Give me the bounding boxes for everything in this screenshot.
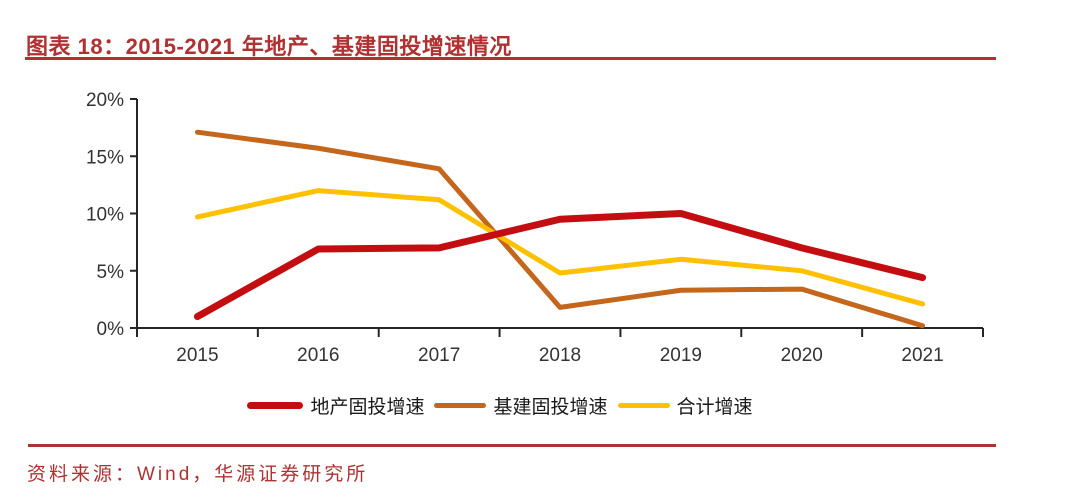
x-tick-label: 2018 (539, 345, 581, 366)
chart-legend: 地产固投增速 基建固投增速 合计增速 (0, 392, 1000, 419)
series-lines (193, 129, 927, 329)
x-tick-label: 2016 (297, 345, 339, 366)
series-line-1 (194, 129, 926, 329)
x-tick-label: 2015 (176, 345, 218, 366)
legend-item-0: 地产固投增速 (247, 392, 424, 419)
legend-label: 合计增速 (676, 397, 753, 418)
legend-swatch (617, 403, 670, 408)
y-tick-label: 10% (86, 205, 124, 226)
series-line-0 (193, 210, 927, 321)
legend-label: 基建固投增速 (493, 397, 608, 418)
footer-divider (28, 444, 996, 447)
x-tick-label: 2021 (901, 345, 943, 366)
legend-swatch (247, 402, 304, 409)
source-note: 资料来源：Wind，华源证券研究所 (27, 464, 369, 485)
title-underline (25, 57, 996, 60)
page-title: 图表 18：2015-2021 年地产、基建固投增速情况 (26, 34, 512, 59)
axes: 0% 5% 10% 15% 20% 2015 2016 2017 2018 2019 2020 202… (86, 90, 984, 366)
legend-swatch (434, 403, 487, 408)
x-tick-label: 2019 (660, 345, 702, 366)
series-line-2 (194, 188, 926, 307)
x-tick-label: 2020 (781, 345, 823, 366)
legend-item-2: 合计增速 (617, 392, 753, 419)
legend-label: 地产固投增速 (310, 397, 425, 418)
y-tick-label: 0% (97, 319, 125, 340)
x-tick-label: 2017 (418, 345, 460, 366)
y-tick-label: 15% (86, 147, 124, 168)
y-tick-label: 5% (97, 262, 125, 283)
legend-item-1: 基建固投增速 (434, 392, 608, 419)
y-tick-label: 20% (86, 90, 124, 111)
